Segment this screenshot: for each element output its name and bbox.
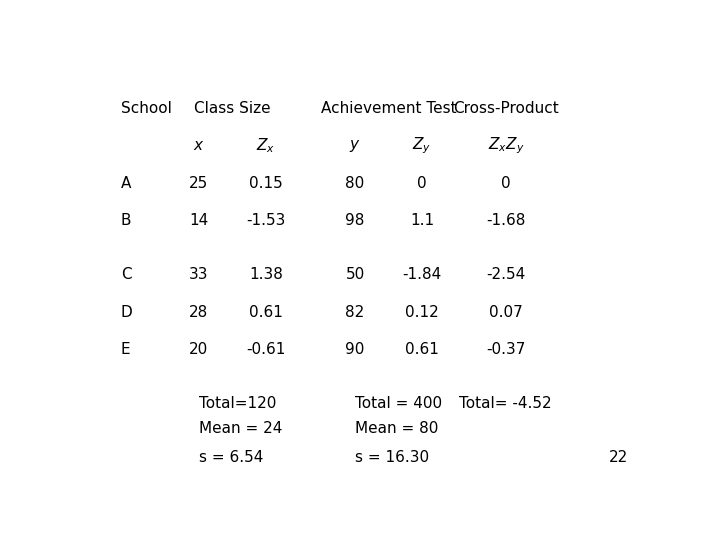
Text: 82: 82 [346, 305, 364, 320]
Text: $Z_y$: $Z_y$ [413, 136, 431, 156]
Text: B: B [121, 213, 131, 228]
Text: 90: 90 [346, 342, 365, 357]
Text: D: D [121, 305, 132, 320]
Text: Achievement Test: Achievement Test [320, 101, 456, 116]
Text: 0.15: 0.15 [249, 176, 283, 191]
Text: 14: 14 [189, 213, 208, 228]
Text: 0.07: 0.07 [489, 305, 523, 320]
Text: $Z_x$: $Z_x$ [256, 137, 275, 155]
Text: Cross-Product: Cross-Product [453, 101, 559, 116]
Text: -0.37: -0.37 [486, 342, 526, 357]
Text: 22: 22 [609, 450, 629, 465]
Text: 0: 0 [501, 176, 510, 191]
Text: 0.61: 0.61 [405, 342, 439, 357]
Text: 25: 25 [189, 176, 208, 191]
Text: -0.61: -0.61 [246, 342, 285, 357]
Text: -1.53: -1.53 [246, 213, 285, 228]
Text: A: A [121, 176, 131, 191]
Text: Total = 400: Total = 400 [355, 396, 442, 411]
Text: s = 6.54: s = 6.54 [199, 450, 264, 465]
Text: 98: 98 [346, 213, 365, 228]
Text: 0.12: 0.12 [405, 305, 439, 320]
Text: Class Size: Class Size [194, 101, 271, 116]
Text: 50: 50 [346, 267, 364, 282]
Text: 1.38: 1.38 [249, 267, 283, 282]
Text: Mean = 80: Mean = 80 [355, 421, 438, 436]
Text: s = 16.30: s = 16.30 [355, 450, 429, 465]
Text: 33: 33 [189, 267, 209, 282]
Text: 1.1: 1.1 [410, 213, 434, 228]
Text: 80: 80 [346, 176, 364, 191]
Text: 0.61: 0.61 [249, 305, 283, 320]
Text: Total= -4.52: Total= -4.52 [459, 396, 552, 411]
Text: C: C [121, 267, 131, 282]
Text: $y$: $y$ [349, 138, 361, 154]
Text: $Z_xZ_y$: $Z_xZ_y$ [487, 136, 524, 156]
Text: 28: 28 [189, 305, 208, 320]
Text: Total=120: Total=120 [199, 396, 276, 411]
Text: -1.68: -1.68 [486, 213, 526, 228]
Text: -2.54: -2.54 [486, 267, 526, 282]
Text: 20: 20 [189, 342, 208, 357]
Text: $x$: $x$ [193, 138, 204, 153]
Text: School: School [121, 101, 171, 116]
Text: E: E [121, 342, 130, 357]
Text: -1.84: -1.84 [402, 267, 441, 282]
Text: Mean = 24: Mean = 24 [199, 421, 282, 436]
Text: 0: 0 [417, 176, 427, 191]
